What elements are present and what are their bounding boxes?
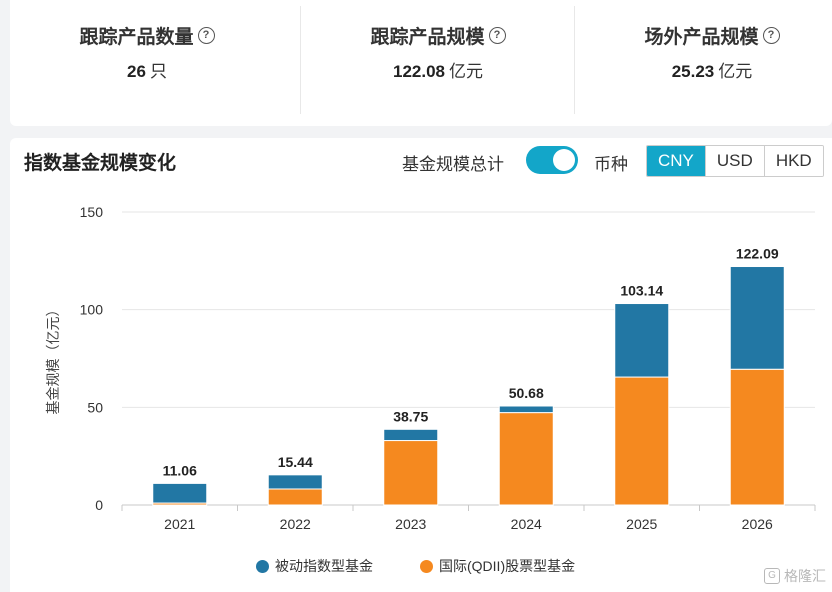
y-tick-label: 150 xyxy=(80,204,104,220)
currency-label: 币种 xyxy=(594,155,628,174)
logo-icon: G xyxy=(764,568,780,584)
stat-tracked-scale: 跟踪产品规模 ? 122.08 亿元 xyxy=(300,6,575,114)
stat-value: 26 xyxy=(127,62,146,81)
help-circle-icon[interactable]: ? xyxy=(762,27,780,44)
legend-label: 国际(QDII)股票型基金 xyxy=(439,558,576,574)
y-tick-label: 50 xyxy=(87,399,103,415)
bar-total-label: 38.75 xyxy=(393,408,428,424)
watermark: G 格隆汇 xyxy=(764,566,826,586)
chart-title: 指数基金规模变化 xyxy=(24,153,177,174)
stat-otc-scale: 场外产品规模 ? 25.23 亿元 xyxy=(574,6,832,114)
stats-card: 跟踪产品数量 ? 26 只 跟踪产品规模 ? 122.08 亿元 场外产品规模 ? … xyxy=(10,0,832,126)
bar-qdii xyxy=(267,488,323,506)
bar-total-label: 103.14 xyxy=(620,283,663,299)
x-tick-label: 2025 xyxy=(626,516,657,532)
legend-dot-passive xyxy=(256,559,269,573)
x-tick-label: 2022 xyxy=(280,516,311,532)
stat-value: 122.08 xyxy=(393,62,445,81)
help-circle-icon[interactable]: ? xyxy=(197,27,215,44)
bar-passive xyxy=(383,428,439,442)
x-tick-label: 2021 xyxy=(164,516,195,532)
help-circle-icon[interactable]: ? xyxy=(488,27,506,44)
legend-dot-qdii xyxy=(420,559,433,573)
currency-hkd-button[interactable]: HKD xyxy=(763,146,823,176)
bar-total-label: 11.06 xyxy=(163,462,197,478)
legend-label: 被动指数型基金 xyxy=(275,558,373,574)
legend-item-passive[interactable]: 被动指数型基金 xyxy=(256,556,373,576)
stat-unit: 只 xyxy=(149,62,167,81)
y-tick-label: 100 xyxy=(80,302,104,318)
watermark-text: 格隆汇 xyxy=(784,568,826,584)
chart-card: 指数基金规模变化 基金规模总计 币种 CNY USD HKD xyxy=(10,138,832,592)
stat-unit: 亿元 xyxy=(718,62,753,81)
bar-passive xyxy=(614,303,670,378)
currency-selector: CNY USD HKD xyxy=(646,145,824,177)
bar-passive xyxy=(152,482,208,504)
toggle-knob xyxy=(553,149,575,171)
x-tick-label: 2026 xyxy=(742,516,773,532)
bar-passive xyxy=(729,266,785,370)
stat-tracked-count: 跟踪产品数量 ? 26 只 xyxy=(10,6,284,114)
bar-qdii xyxy=(383,440,439,506)
stat-label: 跟踪产品数量 xyxy=(79,27,194,48)
bar-qdii xyxy=(614,376,670,506)
bar-qdii xyxy=(498,412,554,506)
bar-total-label: 15.44 xyxy=(278,454,313,470)
total-scale-toggle[interactable] xyxy=(526,146,578,174)
y-tick-label: 0 xyxy=(95,497,103,513)
y-axis-label: 基金规模（亿元） xyxy=(45,303,61,415)
stat-label: 跟踪产品规模 xyxy=(370,27,485,48)
bar-qdii xyxy=(729,368,785,506)
x-tick-label: 2023 xyxy=(395,516,426,532)
bar-passive xyxy=(267,474,323,490)
toggle-label: 基金规模总计 xyxy=(402,155,504,174)
currency-cny-button[interactable]: CNY xyxy=(647,146,705,176)
currency-usd-button[interactable]: USD xyxy=(704,146,764,176)
bar-total-label: 122.09 xyxy=(736,246,779,262)
x-tick-label: 2024 xyxy=(511,516,542,532)
stat-unit: 亿元 xyxy=(449,62,483,81)
stat-value: 25.23 xyxy=(671,62,715,81)
bar-chart: 0 50 100 150 基金规模（亿元） 11.06 2021 15.44 2022 38.75… xyxy=(45,204,816,532)
bar-total-label: 50.68 xyxy=(509,385,544,401)
stat-label: 场外产品规模 xyxy=(644,27,759,48)
bar-passive xyxy=(498,405,554,414)
legend-item-qdii[interactable]: 国际(QDII)股票型基金 xyxy=(420,556,575,576)
